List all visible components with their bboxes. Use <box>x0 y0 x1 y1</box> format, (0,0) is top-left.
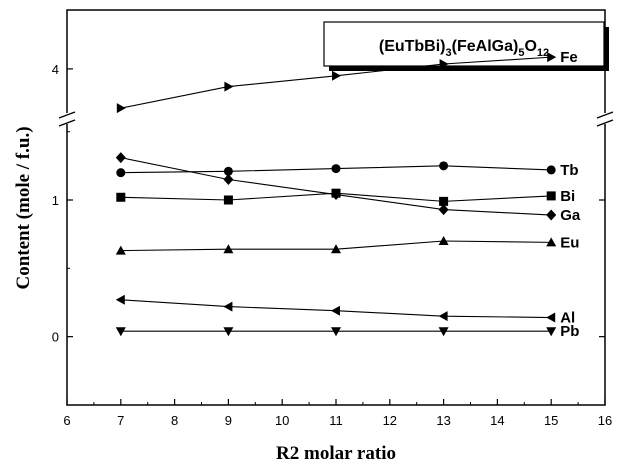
series-label-al: Al <box>560 310 575 327</box>
point-bi <box>439 196 449 206</box>
x-tick-label: 6 <box>63 413 70 428</box>
title-part-5: 12 <box>537 47 549 59</box>
point-tb <box>223 166 233 176</box>
x-tick-label: 13 <box>436 413 450 428</box>
series-label-eu: Eu <box>560 234 579 251</box>
point-ga <box>331 189 341 201</box>
point-pb <box>546 327 557 337</box>
x-tick-label: 14 <box>490 413 504 428</box>
chart-title: (EuTbBi)3(FeAlGa)5O12 <box>379 38 549 59</box>
axis-break-mark <box>58 111 76 119</box>
title-part-1: 3 <box>446 47 452 59</box>
point-fe <box>224 81 234 92</box>
point-pb <box>115 327 126 337</box>
point-eu <box>438 236 449 245</box>
series-label-tb: Tb <box>560 162 578 179</box>
title-part-4: O <box>524 38 536 55</box>
y-tick-label: 4 <box>52 62 59 77</box>
point-al <box>331 305 340 316</box>
title-box: (EuTbBi)3(FeAlGa)5O12 <box>323 21 609 71</box>
y-axis-label: Content (mole / f.u.) <box>13 126 34 289</box>
y-tick-label: 0 <box>52 330 59 345</box>
axis-break-mark <box>58 119 76 127</box>
x-tick-label: 7 <box>117 413 124 428</box>
point-bi <box>116 192 126 202</box>
axis-break-mark <box>596 111 614 119</box>
point-eu <box>331 244 341 254</box>
series-label-pb: Pb <box>560 323 579 340</box>
point-pb <box>223 327 234 337</box>
x-tick-label: 8 <box>171 413 178 428</box>
point-ga <box>223 174 234 185</box>
point-ga <box>438 204 449 216</box>
series-label-ga: Ga <box>560 207 581 224</box>
y-tick-label: 1 <box>52 193 59 208</box>
point-ga <box>115 152 126 164</box>
point-bi <box>223 195 233 205</box>
x-tick-label: 16 <box>598 413 612 428</box>
x-tick-label: 10 <box>275 413 289 428</box>
series-label-fe: Fe <box>560 49 578 66</box>
axis-break-gap <box>59 113 75 124</box>
point-fe <box>547 52 557 63</box>
point-fe <box>439 59 449 69</box>
point-eu <box>115 245 126 255</box>
point-pb <box>331 327 341 337</box>
axis-break-mark <box>596 119 614 127</box>
point-tb <box>439 161 449 171</box>
point-eu <box>223 244 234 254</box>
point-al <box>223 301 233 312</box>
title-part-3: 5 <box>518 47 524 59</box>
point-eu <box>546 237 557 247</box>
point-tb <box>546 165 556 175</box>
x-tick-label: 9 <box>225 413 232 428</box>
axis-break-gap <box>597 113 613 124</box>
point-ga <box>546 209 557 221</box>
point-tb <box>116 168 126 178</box>
point-tb <box>331 164 341 174</box>
point-fe <box>332 70 341 81</box>
title-part-0: (EuTbBi) <box>379 38 446 55</box>
point-al <box>438 311 448 322</box>
point-bi <box>546 191 556 201</box>
title-part-2: (FeAlGa) <box>452 38 519 55</box>
series-label-bi: Bi <box>560 188 575 205</box>
x-tick-label: 11 <box>329 413 343 428</box>
point-fe <box>116 103 126 114</box>
point-pb <box>438 327 449 337</box>
x-tick-label: 15 <box>544 413 558 428</box>
point-al <box>546 312 556 323</box>
title-box-frame <box>323 21 605 67</box>
x-axis-label: R2 molar ratio <box>276 443 396 464</box>
x-tick-label: 12 <box>383 413 397 428</box>
point-al <box>115 294 125 305</box>
